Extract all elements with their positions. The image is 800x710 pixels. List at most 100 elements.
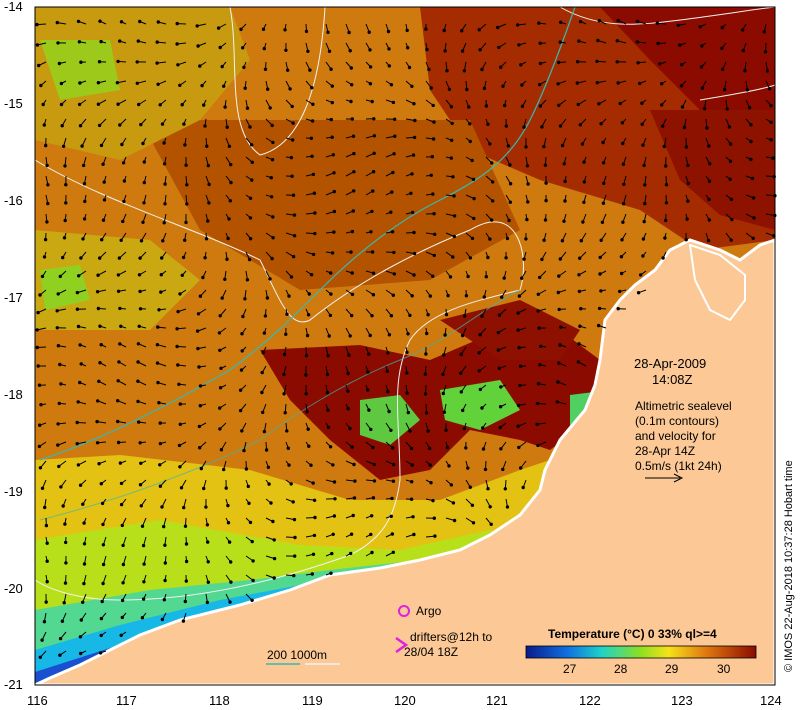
velocity-arrow-head [197,424,202,429]
velocity-arrow-head [56,422,60,426]
velocity-arrow-head [707,144,711,148]
velocity-arrow-head [480,67,484,72]
velocity-arrow-head [466,466,470,470]
velocity-arrow-head [389,83,394,87]
velocity-arrow-head [313,211,317,215]
velocity-arrow-head [116,102,120,106]
velocity-arrow-head [577,39,581,43]
velocity-arrow-head [578,256,582,260]
velocity-arrow-head [482,86,487,91]
velocity-arrow-head [576,360,581,364]
velocity-arrow-head [305,333,310,338]
velocity-arrow-head [41,102,45,107]
velocity-arrow-head [226,236,230,241]
velocity-arrow-head [46,201,50,206]
velocity-arrow-head [369,230,373,234]
argo-label: Argo [416,604,442,618]
velocity-arrow-head [491,180,495,184]
velocity-arrow-head [702,106,707,111]
velocity-arrow-head [82,542,87,546]
velocity-arrow-head [175,42,179,46]
velocity-arrow-head [142,201,146,205]
velocity-arrow-head [558,343,562,347]
velocity-arrow-head [346,371,350,376]
velocity-arrow-head [557,274,561,278]
velocity-arrow-head [142,562,146,566]
velocity-arrow-head [271,236,275,240]
velocity-arrow-head [118,461,123,465]
velocity-arrow-head [663,236,667,240]
velocity-arrow-head [558,124,563,128]
velocity-arrow-head [247,501,251,505]
velocity-arrow-head [616,81,620,85]
velocity-arrow-head [271,215,275,219]
velocity-arrow-head [82,581,86,586]
velocity-arrow-head [329,571,333,575]
velocity-arrow-head [679,84,684,88]
velocity-arrow-head [98,19,102,23]
velocity-arrow-head [270,195,274,199]
velocity-arrow-head [311,102,315,107]
velocity-arrow-head [330,551,334,556]
velocity-arrow-head [83,199,87,204]
velocity-arrow-head [136,399,140,404]
velocity-arrow-head [560,143,565,148]
velocity-arrow-head [37,444,42,449]
velocity-arrow-head [55,309,59,313]
velocity-arrow-head [450,121,454,126]
velocity-arrow-head [393,134,397,138]
velocity-arrow-head [390,190,394,194]
velocity-arrow-head [272,556,277,561]
velocity-arrow-head [412,273,416,277]
velocity-arrow-head [643,183,647,187]
velocity-arrow-head [138,19,142,24]
velocity-arrow-head [459,371,463,375]
velocity-arrow-head [135,81,140,86]
velocity-arrow-head [289,482,293,486]
velocity-arrow-head [55,326,59,330]
velocity-arrow-head [660,82,664,86]
velocity-arrow-head [98,256,102,260]
info-text: Altimetric sealevel (0.1m contours) and … [635,399,732,483]
velocity-arrow-head [158,441,163,446]
velocity-arrow-head [264,448,269,452]
velocity-arrow-head [120,615,125,620]
velocity-arrow-head [496,25,500,30]
velocity-arrow-head [250,178,254,182]
velocity-arrow-head [536,382,541,386]
velocity-arrow-head [432,120,436,124]
velocity-arrow-head [389,314,394,318]
velocity-arrow-head [391,550,395,554]
velocity-arrow-head [442,353,446,357]
velocity-arrow-head [372,117,376,121]
velocity-arrow-head [141,597,146,601]
velocity-arrow-head [351,134,356,138]
velocity-arrow-head [507,218,511,223]
velocity-arrow-head [372,151,376,156]
velocity-arrow-head [769,103,773,108]
velocity-arrow-head [750,176,755,181]
velocity-arrow-head [238,388,243,392]
velocity-arrow-head [370,514,374,518]
velocity-arrow-head [78,635,83,639]
velocity-arrow-head [707,179,712,183]
velocity-arrow-head [263,67,268,72]
velocity-arrow-head [102,180,106,184]
velocity-arrow-head [468,485,472,489]
velocity-arrow-head [205,144,209,148]
velocity-arrow-head [346,389,350,393]
velocity-arrow-head [162,524,166,529]
velocity-arrow-head [184,579,189,583]
velocity-arrow-head [218,386,223,390]
velocity-arrow-head [391,479,396,483]
velocity-arrow-head [621,220,625,224]
velocity-arrow-head [304,392,308,396]
velocity-arrow-head [248,196,253,201]
velocity-arrow-head [283,28,287,32]
velocity-arrow-head [698,25,702,29]
velocity-arrow-head [331,153,335,157]
velocity-arrow-head [501,84,505,88]
velocity-arrow-head [597,19,601,23]
velocity-arrow-head [409,191,413,196]
velocity-arrow-head [560,239,565,243]
